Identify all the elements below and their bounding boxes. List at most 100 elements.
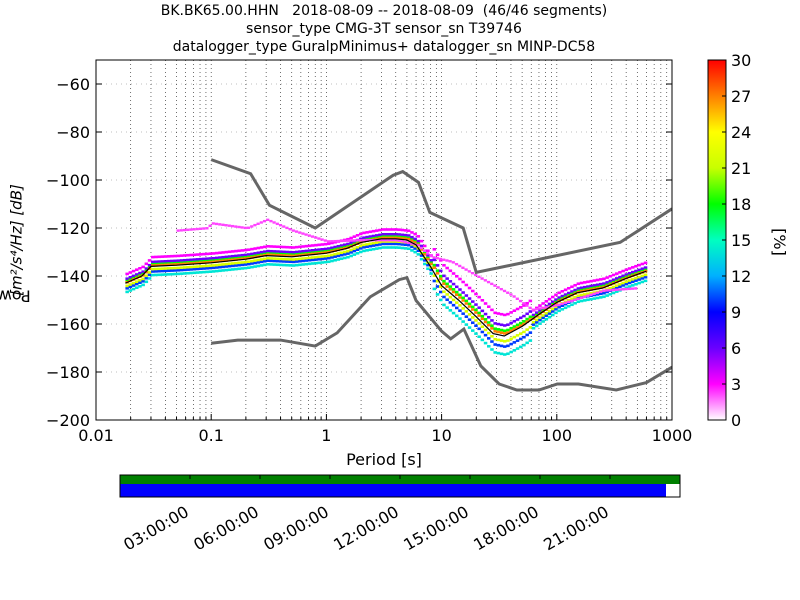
- density-cell: [448, 301, 453, 304]
- density-cell: [211, 270, 216, 273]
- density-cell: [247, 266, 251, 269]
- density-cell: [563, 301, 567, 305]
- density-cell: [627, 287, 631, 291]
- density-cell: [371, 244, 376, 247]
- density-cell: [160, 273, 165, 276]
- density-cell: [151, 273, 155, 277]
- density-cell: [307, 234, 311, 237]
- density-cell: [378, 228, 382, 232]
- density-cell: [215, 263, 219, 267]
- density-cell: [394, 240, 398, 243]
- density-cell: [551, 310, 555, 313]
- density-cell: [128, 285, 133, 289]
- density-cell: [262, 219, 267, 223]
- density-cell: [464, 294, 469, 297]
- density-cell: [519, 337, 523, 341]
- density-cell: [605, 294, 609, 297]
- density-cell: [250, 259, 254, 263]
- density-cell: [282, 263, 286, 267]
- density-cell: [275, 259, 280, 263]
- density-cell: [141, 270, 145, 273]
- density-cell: [317, 248, 321, 251]
- density-cell: [186, 228, 190, 232]
- density-cell: [227, 224, 231, 227]
- density-cell: [426, 263, 430, 267]
- density-cell: [426, 267, 430, 271]
- density-cell: [170, 254, 174, 258]
- density-cell: [442, 263, 446, 267]
- density-cell: [298, 250, 302, 253]
- density-cell: [208, 270, 213, 273]
- density-cell: [410, 242, 414, 245]
- colorbar: 0 3 6 9 12 15 18 21 24 27 30 [%]: [707, 51, 789, 430]
- density-cell: [368, 235, 373, 238]
- density-cell: [179, 254, 184, 257]
- density-cell: [461, 280, 465, 284]
- density-cell: [493, 311, 497, 315]
- density-cell: [179, 262, 184, 266]
- density-cell: [208, 264, 213, 267]
- density-cell: [490, 334, 494, 338]
- density-cell: [381, 236, 385, 240]
- density-cell: [551, 300, 555, 304]
- density-cell: [243, 257, 248, 260]
- density-cell: [618, 288, 622, 291]
- density-cell: [240, 253, 245, 257]
- density-cell: [195, 258, 200, 261]
- density-cell: [487, 337, 491, 340]
- density-cell: [234, 267, 238, 271]
- density-cell: [615, 286, 619, 290]
- density-cell: [151, 260, 155, 264]
- density-cell: [493, 351, 497, 354]
- density-cell: [451, 272, 456, 275]
- density-cell: [291, 250, 296, 254]
- density-cell: [487, 331, 491, 335]
- density-cell: [221, 223, 225, 227]
- time-tick-label: 03:00:00: [120, 502, 192, 554]
- density-cell: [455, 285, 459, 289]
- density-cell: [637, 278, 641, 281]
- density-cell: [272, 259, 277, 263]
- time-tick-label: 06:00:00: [190, 502, 262, 554]
- density-cell: [528, 299, 533, 303]
- density-cell: [247, 262, 251, 266]
- density-cell: [525, 317, 529, 321]
- density-cell: [547, 305, 551, 308]
- density-cell: [256, 246, 261, 250]
- density-cell: [333, 258, 337, 262]
- density-cell: [218, 223, 222, 226]
- density-cell: [621, 269, 625, 273]
- density-cell: [493, 343, 497, 346]
- density-cell: [474, 311, 478, 314]
- density-cell: [592, 279, 597, 282]
- density-cell: [259, 246, 264, 249]
- density-cell: [128, 289, 133, 292]
- density-cell: [144, 267, 149, 270]
- density-cell: [531, 313, 536, 317]
- density-cell: [128, 271, 133, 274]
- density-cell: [202, 252, 206, 256]
- density-cell: [557, 303, 561, 307]
- density-cell: [189, 262, 193, 265]
- density-cell: [131, 284, 136, 287]
- density-cell: [362, 239, 366, 242]
- density-cell: [605, 289, 609, 292]
- density-cell: [167, 263, 171, 267]
- density-cell: [471, 321, 475, 324]
- density-cell: [125, 277, 129, 280]
- density-cell: [381, 228, 385, 231]
- density-cell: [320, 251, 325, 255]
- density-cell: [627, 272, 632, 275]
- density-cell: [525, 320, 529, 324]
- density-cell: [304, 233, 308, 236]
- density-cell: [218, 256, 222, 259]
- density-cell: [429, 268, 433, 272]
- density-cell: [643, 261, 648, 265]
- density-cell: [368, 244, 373, 248]
- density-cell: [541, 314, 545, 317]
- density-cell: [637, 275, 641, 279]
- density-cell: [240, 267, 245, 270]
- density-cell: [320, 238, 324, 241]
- density-cell: [176, 259, 181, 262]
- density-cell: [202, 270, 206, 274]
